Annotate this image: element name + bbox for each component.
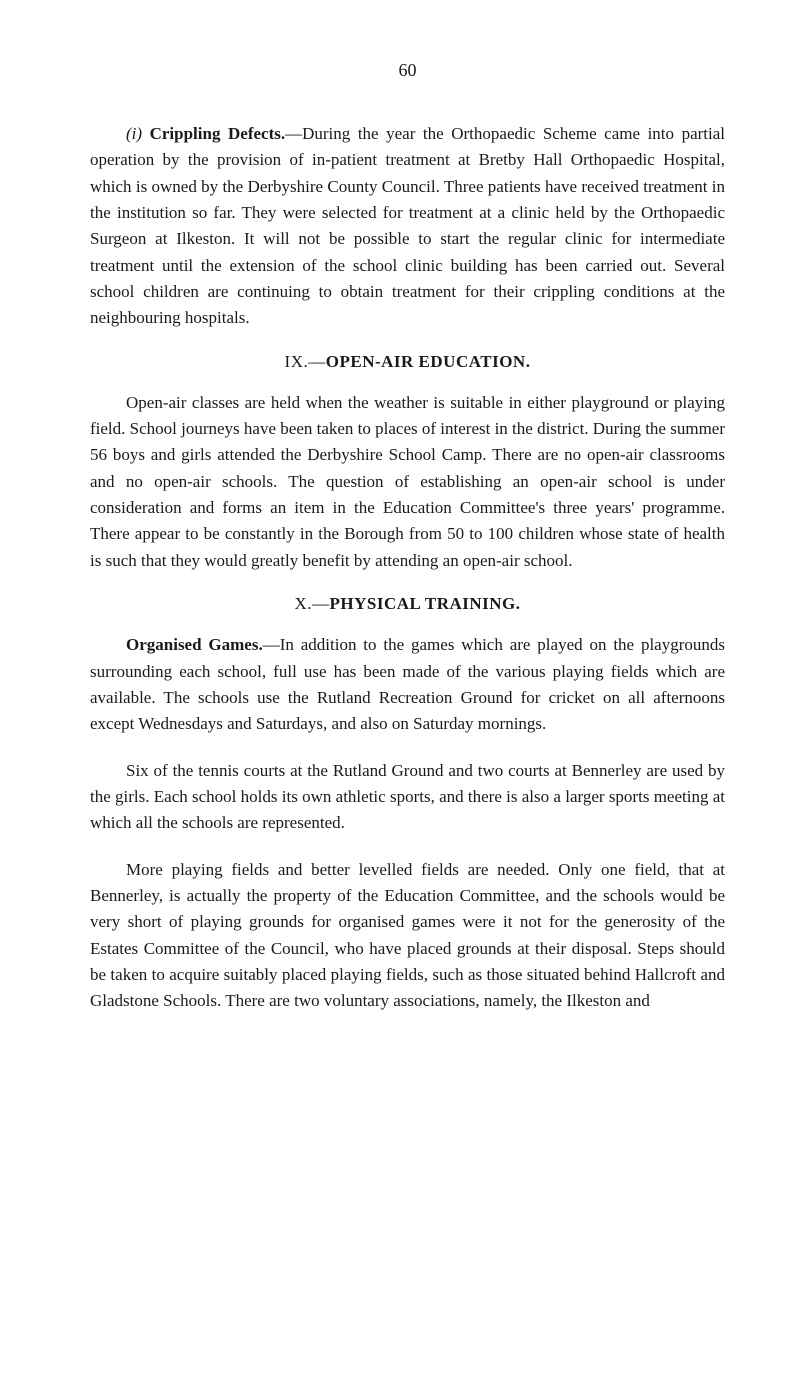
section-i-title: Crippling Defects. [150,124,286,143]
page-number: 60 [90,60,725,81]
section-x-paragraph-3: More playing fields and better levelled … [90,857,725,1015]
section-x-paragraph-2: Six of the tennis courts at the Rutland … [90,758,725,837]
section-x-heading: X.—PHYSICAL TRAINING. [90,594,725,614]
section-ix-title: OPEN-AIR EDUCATION. [326,352,531,371]
organised-games-title: Organised Games. [126,635,263,654]
section-i-paragraph: (i) Crippling Defects.—During the year t… [90,121,725,332]
section-i-text: —During the year the Orthopaedic Scheme … [90,124,725,327]
section-x-paragraph-1: Organised Games.—In addition to the game… [90,632,725,737]
section-x-number: X.— [294,594,329,613]
section-ix-heading: IX.—OPEN-AIR EDUCATION. [90,352,725,372]
section-x-title: PHYSICAL TRAINING. [330,594,521,613]
section-ix-paragraph: Open-air classes are held when the weath… [90,390,725,574]
section-i-label: (i) [126,124,142,143]
section-ix-number: IX.— [285,352,326,371]
